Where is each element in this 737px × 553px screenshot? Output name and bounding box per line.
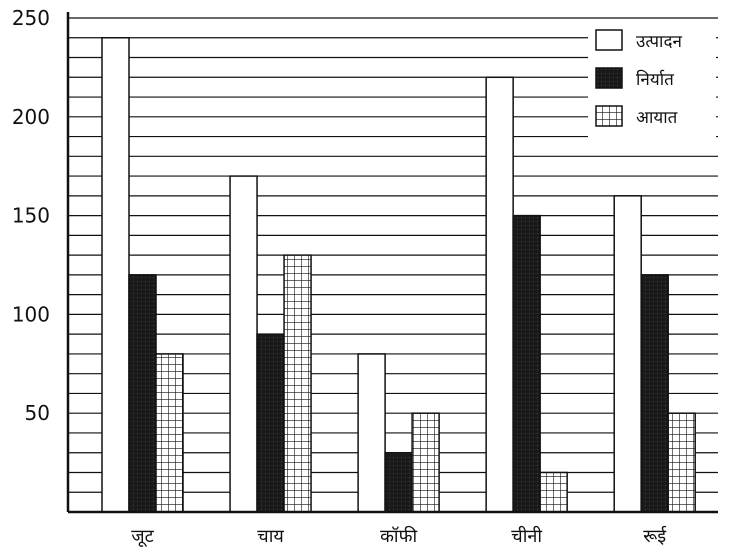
y-tick-label: 200 <box>12 105 50 129</box>
category-labels: जूट चाय कॉफी चीनी रूई <box>131 525 667 547</box>
bar-white-5 <box>613 195 642 513</box>
bar-white-3 <box>357 353 386 513</box>
y-tick-label: 150 <box>12 204 50 228</box>
category-label: कॉफी <box>380 525 417 547</box>
legend-swatch-grid <box>595 105 623 127</box>
bar-grid-1 <box>155 353 184 513</box>
axes <box>66 12 718 514</box>
category-label: जूट <box>131 526 154 547</box>
bar-black-5 <box>640 274 669 513</box>
bar-grid-3 <box>411 412 440 513</box>
legend-label: उत्पादन <box>636 32 682 52</box>
y-tick-label: 50 <box>25 401 50 425</box>
legend: उत्पादन निर्यात आयात <box>588 22 716 140</box>
legend-swatch-white <box>595 29 623 51</box>
legend-label: आयात <box>636 108 678 128</box>
y-tick-label: 100 <box>12 302 50 326</box>
legend-label: निर्यात <box>636 69 674 90</box>
y-tick-label: 250 <box>12 6 50 30</box>
bar-white-2 <box>229 175 258 513</box>
bar-black-2 <box>256 333 285 513</box>
bars <box>101 37 696 513</box>
legend-swatch-black <box>595 67 623 89</box>
category-label: चीनी <box>511 525 542 547</box>
bar-grid-4 <box>539 471 568 513</box>
bar-grid-5 <box>667 412 696 513</box>
bar-white-4 <box>485 76 514 513</box>
bar-black-4 <box>512 214 541 513</box>
category-label: चाय <box>257 526 284 547</box>
category-label: रूई <box>643 525 667 547</box>
bar-black-3 <box>384 451 413 513</box>
bar-grid-2 <box>283 254 312 513</box>
bar-white-1 <box>101 37 130 513</box>
y-tick-labels: 50 100 150 200 250 <box>12 6 50 425</box>
bar-black-1 <box>128 274 157 513</box>
